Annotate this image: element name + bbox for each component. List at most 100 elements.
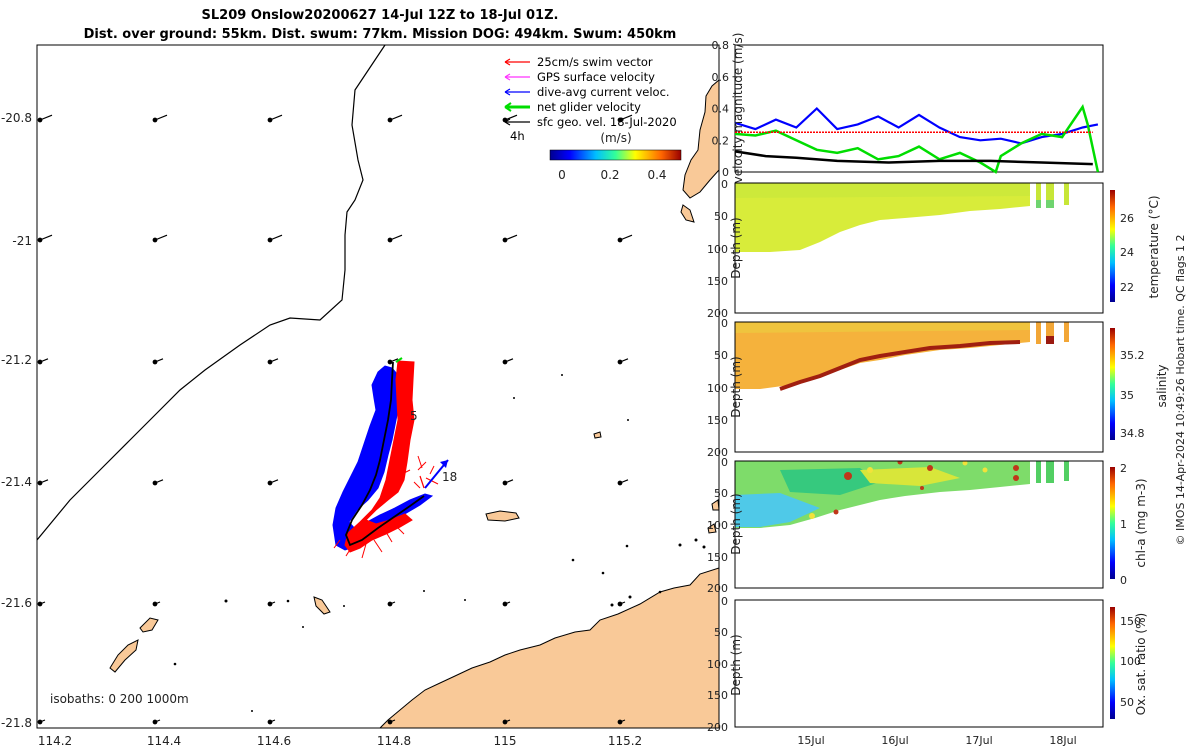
salinity-ylabel: Depth (m) (729, 356, 743, 417)
svg-text:15Jul: 15Jul (797, 734, 824, 747)
lon-tick: 114.4 (147, 734, 181, 748)
map-lon-ticks: 114.2 114.4 114.6 114.8 115 115.2 (38, 734, 642, 748)
chl-axes (734, 460, 1104, 589)
chl-ylabel: Depth (m) (729, 493, 743, 554)
island-5 (313, 596, 331, 615)
geo-vector-head (37, 601, 43, 607)
svg-text:50: 50 (714, 487, 728, 500)
svg-text:16Jul: 16Jul (881, 734, 908, 747)
svg-text:200: 200 (707, 721, 728, 734)
geo-vector-head (152, 117, 158, 123)
oxygen-panel: 0 50 100 150 200 Depth (m) 150 100 50 Ox… (707, 595, 1148, 747)
geo-vector-head (502, 237, 508, 243)
island-3 (109, 639, 139, 673)
geo-vector-head (617, 237, 623, 243)
geo-vector-head (387, 359, 393, 365)
oxygen-ylabel: Depth (m) (729, 634, 743, 695)
lon-tick: 114.6 (257, 734, 291, 748)
velocity-ytick: 0.4 (712, 103, 730, 116)
lon-tick: 114.2 (38, 734, 72, 748)
lon-tick: 115.2 (608, 734, 642, 748)
lat-tick: -20.8 (1, 111, 32, 125)
colorbar-label: (m/s) (600, 131, 631, 145)
svg-text:0: 0 (1120, 574, 1127, 587)
svg-text:150: 150 (1120, 615, 1141, 628)
svg-text:50: 50 (1120, 696, 1134, 709)
temperature-profile (1064, 183, 1069, 205)
temperature-profile (1046, 183, 1054, 208)
chl-clabel: chl-a (mg m-3) (1134, 478, 1148, 567)
velocity-yticks: 0.8 0.6 0.4 0.2 0 (712, 39, 730, 179)
glider-track (332, 357, 449, 559)
chl-profile (1046, 461, 1054, 483)
island-1 (680, 204, 695, 223)
temperature-yticks: 0 50 100 150 200 (707, 178, 728, 320)
map-content: 5 18 isobaths: 0 200 1000m (37, 45, 719, 728)
geo-vector-head (617, 719, 623, 725)
imos-credit: © IMOS 14-Apr-2024 10:49:26 Hobart time.… (1174, 235, 1187, 546)
geo-vector-head (152, 601, 158, 607)
map-legend: 25cm/s swim vector GPS surface velocity … (504, 55, 682, 182)
chl-high-patch (860, 467, 960, 486)
geo-vector-head (387, 117, 393, 123)
velocity-axes (734, 44, 1104, 173)
velocity-ylabel: velocity magnitude (m/s) (731, 33, 745, 184)
salinity-deep-band (779, 340, 1021, 391)
chl-cticks: 2 1 0 (1120, 462, 1127, 587)
mainland-coast (379, 567, 719, 728)
island-2 (485, 510, 520, 522)
svg-text:100: 100 (707, 382, 728, 395)
geo-vector-head (617, 117, 623, 123)
svg-text:18Jul: 18Jul (1049, 734, 1076, 747)
lat-tick: -21.8 (1, 716, 32, 730)
salinity-bottom-patch (1046, 336, 1054, 344)
lon-tick: 115 (494, 734, 517, 748)
svg-text:35: 35 (1120, 389, 1134, 402)
temperature-panel: 0 50 100 150 200 Depth (m) 26 24 22 temp… (707, 178, 1161, 320)
legend-item-dive-avg: dive-avg current veloc. (504, 85, 670, 99)
lat-tick: -21.4 (1, 475, 32, 489)
oxygen-cticks: 150 100 50 (1120, 615, 1141, 709)
salinity-profile (1046, 322, 1054, 344)
svg-text:0: 0 (721, 595, 728, 608)
velocity-series (734, 104, 1100, 174)
svg-text:200: 200 (707, 307, 728, 320)
temperature-ylabel: Depth (m) (729, 217, 743, 278)
colorbar-tick: 0.4 (647, 168, 666, 182)
temperature-axes (734, 182, 1104, 314)
svg-text:50: 50 (714, 349, 728, 362)
chl-profile (1064, 461, 1069, 481)
isobaths-note: isobaths: 0 200 1000m (50, 692, 189, 706)
track-end-red-spike (419, 475, 425, 489)
geo-vector-head (502, 359, 508, 365)
temperature-field (735, 183, 1030, 252)
svg-text:100: 100 (1120, 655, 1141, 668)
map-frame (36, 44, 720, 729)
geo-vector-head (37, 359, 43, 365)
geo-vector-head (267, 601, 273, 607)
velocity-ytick: 0 (722, 166, 729, 179)
track-current-blue (332, 365, 434, 551)
temperature-bottom-patch (1036, 200, 1041, 208)
svg-text:100: 100 (707, 519, 728, 532)
salinity-profile (1036, 322, 1041, 344)
salinity-colorbar (1110, 328, 1115, 440)
lat-tick: -21.2 (1, 353, 32, 367)
velocity-ytick: 0.2 (712, 134, 730, 147)
island-4 (139, 617, 159, 633)
legend-sub-4h: 4h (510, 129, 525, 143)
velocity-series-net_glider_velocity (734, 104, 1100, 174)
island-8 (593, 431, 602, 439)
legend-item-gps: GPS surface velocity (504, 70, 655, 84)
track-ground-black (345, 361, 425, 547)
velocity-ytick: 0.8 (712, 39, 730, 52)
salinity-panel: 0 50 100 150 200 Depth (m) 35.2 35 34.8 … (707, 317, 1169, 459)
oxygen-clabel: Ox. sat. ratio (%) (1134, 613, 1148, 715)
oxygen-colorbar (1110, 607, 1115, 719)
chl-panel: 0 50 100 150 200 Depth (m) 2 1 0 chl-a (… (707, 456, 1148, 595)
chl-hotspots (833, 461, 1019, 515)
svg-text:0: 0 (721, 178, 728, 191)
temperature-bottom-patch (1046, 200, 1054, 208)
geo-vector-head (387, 719, 393, 725)
